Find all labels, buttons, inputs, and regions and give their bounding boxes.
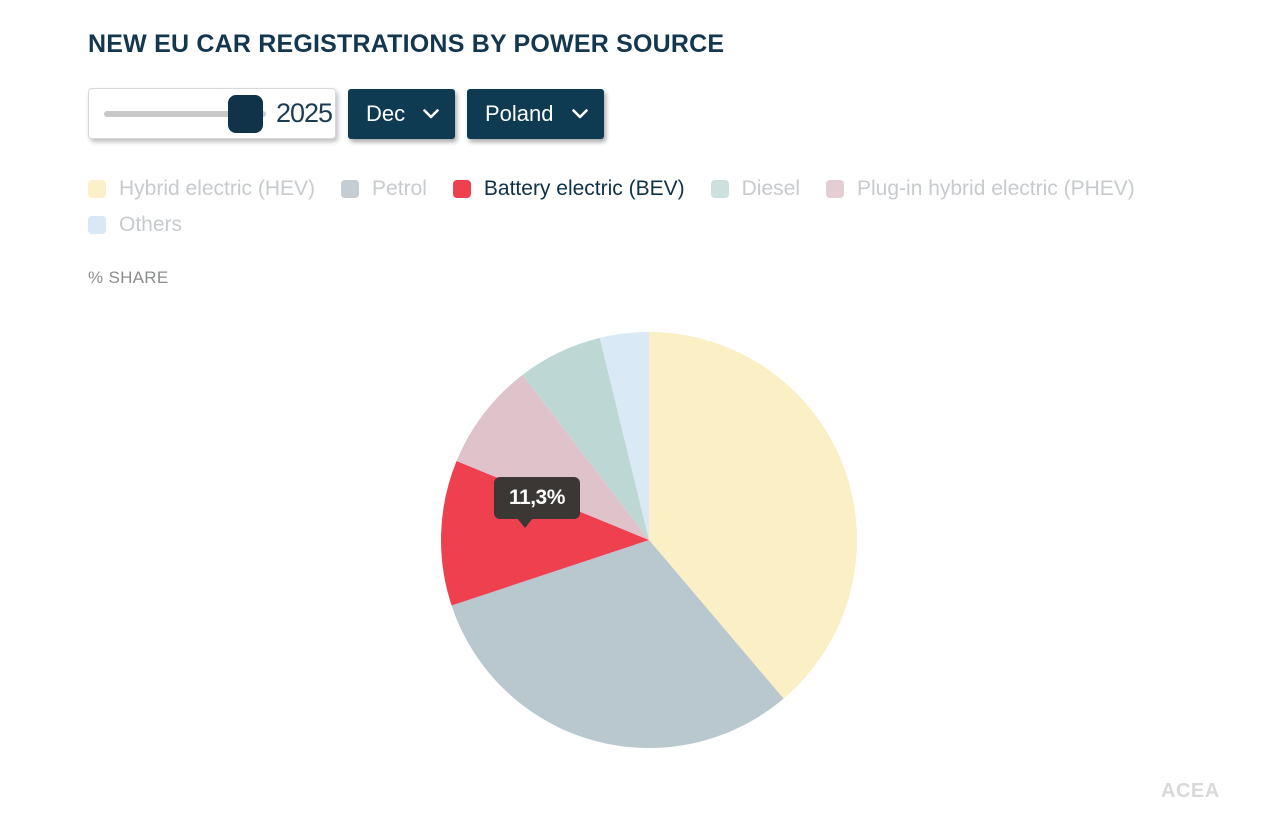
pie-slice-hybrid-electric-hev[interactable] xyxy=(649,332,858,699)
legend-swatch-icon xyxy=(88,216,106,234)
year-slider-value: 2025 xyxy=(276,98,333,128)
chevron-down-icon xyxy=(572,109,588,119)
legend-swatch-icon xyxy=(826,180,844,198)
pie-slice-petrol[interactable] xyxy=(451,540,784,749)
axis-unit-label: % SHARE xyxy=(88,268,169,287)
legend-swatch-icon xyxy=(710,180,729,198)
slice-tooltip-value: 11,3% xyxy=(509,486,565,509)
chevron-down-icon xyxy=(423,109,439,119)
legend-item-label: Hybrid electric (HEV) xyxy=(119,177,316,200)
legend-item-label: Battery electric (BEV) xyxy=(483,177,685,200)
pie-slice-battery-electric-bev[interactable] xyxy=(440,461,649,606)
pie-chart xyxy=(440,332,858,749)
legend: Hybrid electric (HEV) Petrol Battery elect… xyxy=(88,177,1208,237)
pie-slice-plug-in-hybrid-electric-phev[interactable] xyxy=(456,374,649,540)
country-dropdown[interactable]: Poland xyxy=(467,89,604,139)
legend-item-hybrid-electric-hev[interactable]: Hybrid electric (HEV) xyxy=(88,177,315,201)
legend-item-label: Plug-in hybrid electric (PHEV) xyxy=(857,177,1135,200)
slice-tooltip: 11,3% xyxy=(494,477,580,528)
legend-item-petrol[interactable]: Petrol xyxy=(341,177,427,201)
legend-item-battery-electric-bev[interactable]: Battery electric (BEV) xyxy=(452,177,685,201)
month-dropdown[interactable]: Dec xyxy=(348,89,455,139)
legend-item-others[interactable]: Others xyxy=(88,213,182,237)
year-slider-handle[interactable] xyxy=(228,95,263,133)
country-dropdown-label: Poland xyxy=(485,101,554,126)
pie-slice-others[interactable] xyxy=(599,332,649,540)
month-dropdown-label: Dec xyxy=(366,101,406,126)
legend-item-label: Diesel xyxy=(741,177,800,200)
page-title: NEW EU CAR REGISTRATIONS BY POWER SOURCE xyxy=(88,30,725,58)
legend-item-label: Others xyxy=(119,213,183,236)
pie-slice-diesel[interactable] xyxy=(522,337,649,540)
legend-swatch-icon xyxy=(341,180,360,198)
legend-item-diesel[interactable]: Diesel xyxy=(710,177,800,201)
year-slider[interactable]: 2025 xyxy=(88,88,336,139)
legend-item-plug-in-hybrid-electric-phev[interactable]: Plug-in hybrid electric (PHEV) xyxy=(826,177,1135,201)
legend-item-label: Petrol xyxy=(372,177,427,200)
year-slider-track[interactable] xyxy=(104,111,266,117)
pie-chart-area xyxy=(439,330,859,750)
legend-swatch-icon xyxy=(452,180,471,198)
legend-swatch-icon xyxy=(88,180,106,198)
source-label: ACEA xyxy=(1161,780,1220,802)
tooltip-arrow xyxy=(517,518,533,528)
